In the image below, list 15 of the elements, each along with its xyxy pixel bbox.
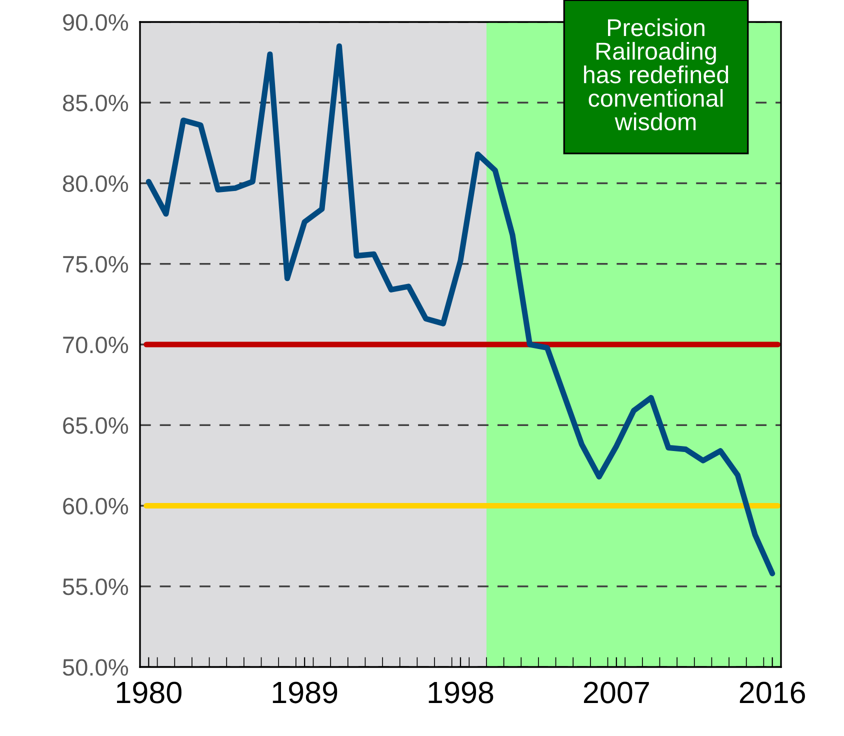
y-tick-label: 70.0% (63, 336, 128, 354)
y-tick-label: 65.0% (63, 417, 128, 434)
x-tick-label: 2007 (584, 682, 649, 704)
y-tick-label: 90.0% (63, 14, 128, 31)
y-tick-label: 50.0% (62, 659, 128, 676)
y-tick-label: 75.0% (63, 256, 128, 273)
annotation: Precision Railroading has redefined conventional wisdom (584, 18, 728, 130)
y-tick-label: 55.0% (62, 578, 128, 596)
y-tick-label: 85.0% (62, 94, 128, 112)
x-tick-label: 1989 (272, 682, 338, 704)
y-tick-label: 80.0% (62, 175, 128, 192)
x-tick-label: 2016 (740, 682, 805, 704)
x-tick-label: 1980 (117, 682, 182, 704)
x-tick-label: 1998 (428, 682, 494, 704)
y-tick-label: 60.0% (63, 498, 128, 515)
